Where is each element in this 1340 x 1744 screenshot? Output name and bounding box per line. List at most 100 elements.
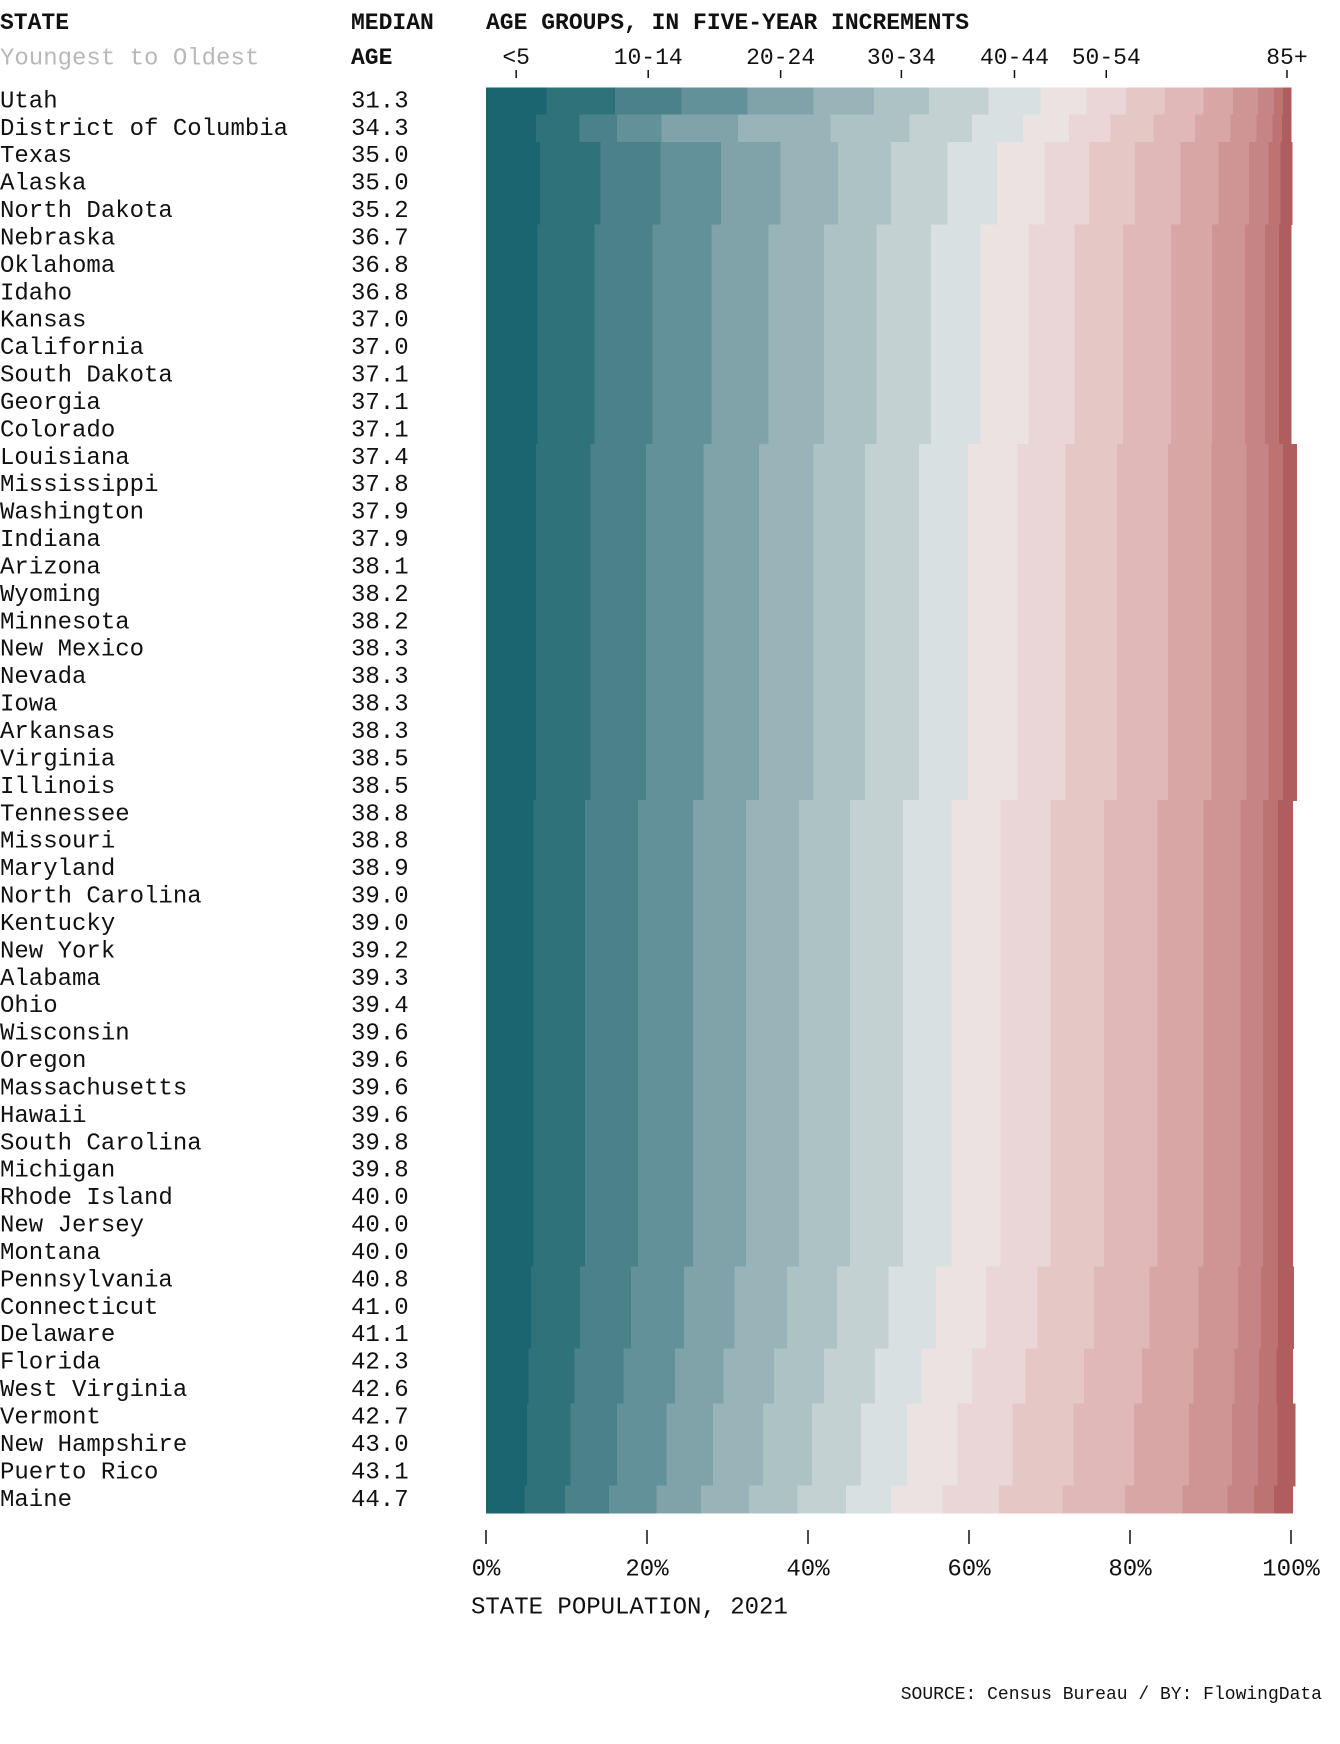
bar-segment [1050, 1184, 1105, 1213]
bar-segment [1203, 992, 1241, 1021]
bar-segment [1268, 526, 1284, 555]
bar-segment [614, 87, 683, 116]
bar-segment [1065, 635, 1118, 664]
bar-segment [692, 992, 747, 1021]
bar-segment [1065, 526, 1118, 555]
bar-segment [531, 1266, 581, 1295]
state-label: Puerto Rico [0, 1459, 158, 1486]
median-age: 38.3 [351, 692, 409, 719]
bar-segment [1000, 1184, 1051, 1213]
bar-segment [585, 937, 639, 966]
bar-segment [1195, 114, 1232, 143]
bar-segment [951, 1129, 1001, 1158]
bar-segment [849, 937, 904, 966]
bar-segment [1246, 608, 1270, 637]
bar-segment [703, 608, 760, 637]
bar-segment [684, 1321, 736, 1350]
bar-segment [1068, 114, 1112, 143]
bar-segment [646, 498, 704, 527]
bar-segment [535, 471, 592, 500]
bar-segment [609, 1485, 658, 1514]
bar-segment [980, 251, 1030, 280]
bar-segment [1180, 196, 1220, 225]
bar-segment [1088, 196, 1136, 225]
median-age: 42.6 [351, 1377, 409, 1404]
bar-segment [746, 1156, 800, 1185]
bar-segment [1240, 964, 1264, 993]
bar-segment [1262, 1101, 1279, 1130]
bar-segment [1277, 1430, 1296, 1459]
bar-segment [876, 416, 932, 445]
bar-segment [813, 498, 866, 527]
bar-segment [1117, 745, 1169, 774]
bar-segment [1203, 1101, 1241, 1130]
bar-segment [1240, 800, 1264, 829]
bar-segment [1093, 1293, 1150, 1322]
bar-segment [865, 745, 920, 774]
bar-segment [902, 964, 952, 993]
bar-segment [734, 1266, 788, 1295]
bar-segment [774, 1376, 825, 1405]
bar-segment [486, 827, 535, 856]
bar-segment [617, 1430, 667, 1459]
bar-segment [1117, 443, 1169, 472]
bar-segment [980, 388, 1030, 417]
bar-segment [533, 909, 586, 938]
bar-segment [902, 827, 952, 856]
median-age: 37.1 [351, 417, 409, 444]
bar-segment [1257, 1430, 1278, 1459]
bar-segment [1203, 800, 1241, 829]
state-label: Washington [0, 500, 144, 527]
bar-segment [1211, 498, 1248, 527]
bar-segment [570, 1458, 618, 1487]
bar-segment [1240, 1046, 1264, 1076]
bar-segment [836, 1266, 890, 1295]
bar-segment [692, 1156, 747, 1185]
median-age: 38.2 [351, 609, 409, 636]
bar-segment [537, 361, 596, 390]
bar-segment [865, 772, 920, 801]
bar-segment [890, 169, 948, 198]
bar-segment [919, 471, 969, 500]
bar-segment [537, 251, 596, 280]
bar-segment [703, 663, 760, 692]
bar-segment [531, 1321, 581, 1350]
bar-segment [713, 1403, 764, 1432]
state-label: Ohio [0, 993, 58, 1020]
bar-segment [646, 745, 704, 774]
bar-segment [849, 1184, 904, 1213]
bar-segment [951, 964, 1001, 993]
bar-segment [486, 1403, 528, 1432]
bar-segment [1037, 1266, 1095, 1295]
bar-segment [951, 855, 1001, 884]
bar-segment [617, 1403, 667, 1432]
bar-segment [1246, 498, 1270, 527]
bar-segment [1262, 1074, 1279, 1103]
bar-segment [1265, 224, 1280, 253]
bar-segment [849, 1019, 904, 1048]
bar-segment [1278, 251, 1292, 280]
bar-segment [1282, 745, 1298, 774]
bar-segment [594, 224, 654, 253]
bar-segment [830, 114, 911, 143]
bar-segment [533, 1046, 586, 1076]
bar-segment [1122, 224, 1172, 253]
bar-segment [1000, 937, 1051, 966]
bar-segment [1157, 1129, 1204, 1158]
bar-segment [1282, 87, 1292, 116]
bar-segment [1171, 334, 1213, 363]
bar-segment [1274, 87, 1284, 116]
bar-segment [630, 1293, 685, 1322]
bar-segment [623, 1348, 676, 1377]
bar-segment [1028, 251, 1076, 280]
bar-segment [746, 800, 800, 829]
bar-segment [865, 663, 920, 692]
median-header: MEDIAN [351, 10, 434, 36]
bar-segment [1157, 1184, 1204, 1213]
bar-segment [1218, 169, 1250, 198]
median-subheader: AGE [351, 45, 392, 71]
bar-segment [1276, 1348, 1294, 1377]
bar-segment [865, 580, 920, 609]
state-label: West Virginia [0, 1377, 187, 1404]
bar-segment [1278, 1321, 1295, 1350]
